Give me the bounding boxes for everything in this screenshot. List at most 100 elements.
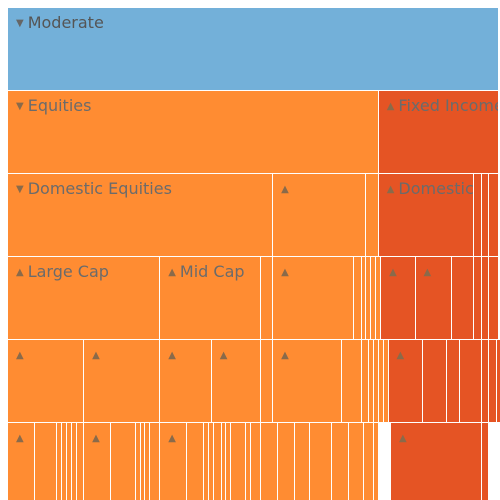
treemap-cell[interactable]	[474, 174, 482, 257]
treemap-cell-text: Mid Cap	[179, 262, 245, 281]
treemap-cell[interactable]	[376, 257, 382, 340]
treemap-cell[interactable]	[481, 340, 490, 423]
treemap-cell[interactable]	[373, 423, 379, 500]
treemap-cell[interactable]	[474, 257, 482, 340]
triangle-up-icon: ▲	[168, 267, 176, 278]
treemap-cell[interactable]	[481, 423, 490, 500]
treemap-cell[interactable]	[145, 423, 151, 500]
treemap-cell[interactable]	[226, 423, 232, 500]
triangle-up-icon: ▲	[281, 350, 289, 361]
treemap-cell[interactable]: ▲	[160, 340, 212, 423]
treemap-cell[interactable]	[214, 423, 222, 500]
treemap-cell-text: Fixed Income	[398, 96, 499, 115]
treemap-cell[interactable]	[361, 340, 369, 423]
treemap-cell-text: Moderate	[27, 13, 104, 32]
treemap-cell[interactable]	[246, 423, 252, 500]
treemap-cell[interactable]	[66, 423, 72, 500]
treemap-cell-label: ▲ Domestic	[387, 179, 474, 198]
treemap-cell[interactable]	[363, 423, 374, 500]
treemap-cell[interactable]: ▲	[84, 423, 112, 500]
treemap-cell[interactable]: ▲	[415, 257, 453, 340]
triangle-down-icon: ▼	[16, 18, 24, 29]
treemap-cell-label: ▲	[220, 345, 232, 364]
treemap-cell[interactable]: ▲ Large Cap	[8, 257, 161, 340]
treemap-cell-label: ▲	[389, 262, 401, 281]
treemap-cell[interactable]	[57, 423, 62, 500]
treemap-cell[interactable]	[35, 423, 58, 500]
treemap-cell[interactable]	[260, 257, 274, 340]
treemap-cell[interactable]	[260, 340, 274, 423]
treemap-cell[interactable]	[209, 423, 215, 500]
treemap-cell[interactable]	[489, 257, 499, 340]
treemap-cell[interactable]	[278, 423, 296, 500]
treemap-cell[interactable]	[140, 423, 146, 500]
triangle-up-icon: ▲	[386, 101, 395, 112]
treemap-cell[interactable]	[135, 423, 141, 500]
treemap-cell-label: ▲ Large Cap	[16, 262, 109, 281]
treemap-cell[interactable]	[295, 423, 310, 500]
treemap-cell[interactable]	[489, 340, 497, 423]
treemap-cell[interactable]	[71, 423, 77, 500]
treemap-cell[interactable]	[349, 423, 364, 500]
treemap-cell[interactable]: ▲	[388, 340, 423, 423]
treemap-cell[interactable]: ▲	[8, 340, 85, 423]
treemap-cell[interactable]: ▲	[381, 257, 416, 340]
treemap-cell[interactable]: ▼ Equities	[8, 91, 379, 174]
treemap-cell[interactable]	[481, 257, 490, 340]
treemap-cell[interactable]	[309, 423, 333, 500]
triangle-up-icon: ▲	[168, 433, 176, 444]
treemap-cell[interactable]: ▼ Domestic Equities	[8, 174, 274, 257]
triangle-down-icon: ▼	[16, 184, 24, 195]
treemap-cell[interactable]: ▲	[273, 174, 367, 257]
treemap-cell-label: ▲	[92, 345, 104, 364]
treemap-cell-text: Domestic Equities	[27, 179, 172, 198]
treemap-cell-label: ▲	[399, 428, 411, 447]
treemap-cell[interactable]: ▲	[211, 340, 261, 423]
treemap-cell[interactable]: ▲	[8, 423, 35, 500]
treemap-cell[interactable]	[221, 423, 227, 500]
treemap-cell[interactable]	[459, 340, 482, 423]
treemap-cell[interactable]	[204, 423, 210, 500]
treemap-cell[interactable]: ▲ Domestic	[378, 174, 475, 257]
treemap-cell[interactable]	[383, 340, 389, 423]
triangle-up-icon: ▲	[281, 267, 289, 278]
treemap-cell-label: ▲	[168, 428, 180, 447]
treemap-cell[interactable]	[371, 257, 377, 340]
treemap-cell[interactable]	[496, 340, 500, 423]
treemap-cell[interactable]	[447, 340, 460, 423]
treemap-cell[interactable]	[354, 257, 362, 340]
treemap-cell[interactable]	[481, 174, 490, 257]
treemap-cell[interactable]: ▲	[390, 423, 482, 500]
treemap-cell[interactable]: ▲	[273, 257, 355, 340]
treemap-cell[interactable]: ▲	[84, 340, 161, 423]
treemap-cell[interactable]	[366, 174, 379, 257]
treemap-cell[interactable]: ▲	[160, 423, 188, 500]
treemap-cell[interactable]: ▲	[273, 340, 342, 423]
treemap-cell-label: ▲	[397, 345, 409, 364]
treemap-cell[interactable]	[373, 340, 379, 423]
triangle-up-icon: ▲	[16, 267, 24, 278]
treemap-cell[interactable]	[332, 423, 350, 500]
treemap-cell[interactable]	[111, 423, 136, 500]
treemap-cell[interactable]	[187, 423, 205, 500]
treemap-cell[interactable]	[366, 257, 372, 340]
treemap-cell[interactable]	[260, 423, 279, 500]
treemap-cell[interactable]	[150, 423, 161, 500]
treemap-cell[interactable]: ▼ Moderate	[8, 8, 499, 91]
treemap-cell[interactable]	[378, 340, 384, 423]
treemap-cell[interactable]	[489, 174, 499, 257]
treemap-cell-text: Equities	[27, 96, 92, 115]
treemap-cell[interactable]	[368, 340, 374, 423]
treemap-cell[interactable]	[251, 423, 261, 500]
treemap-cell[interactable]	[341, 340, 362, 423]
treemap-cell[interactable]	[231, 423, 247, 500]
treemap-cell[interactable]	[76, 423, 85, 500]
treemap-cell[interactable]	[452, 257, 475, 340]
treemap-cell[interactable]	[361, 257, 367, 340]
treemap-cell[interactable]: ▲ Mid Cap	[160, 257, 261, 340]
treemap-cell[interactable]: ▲ Fixed Income	[378, 91, 499, 174]
treemap-cell-text: Domestic	[398, 179, 474, 198]
treemap-cell[interactable]	[62, 423, 67, 500]
treemap-cell[interactable]	[422, 340, 448, 423]
